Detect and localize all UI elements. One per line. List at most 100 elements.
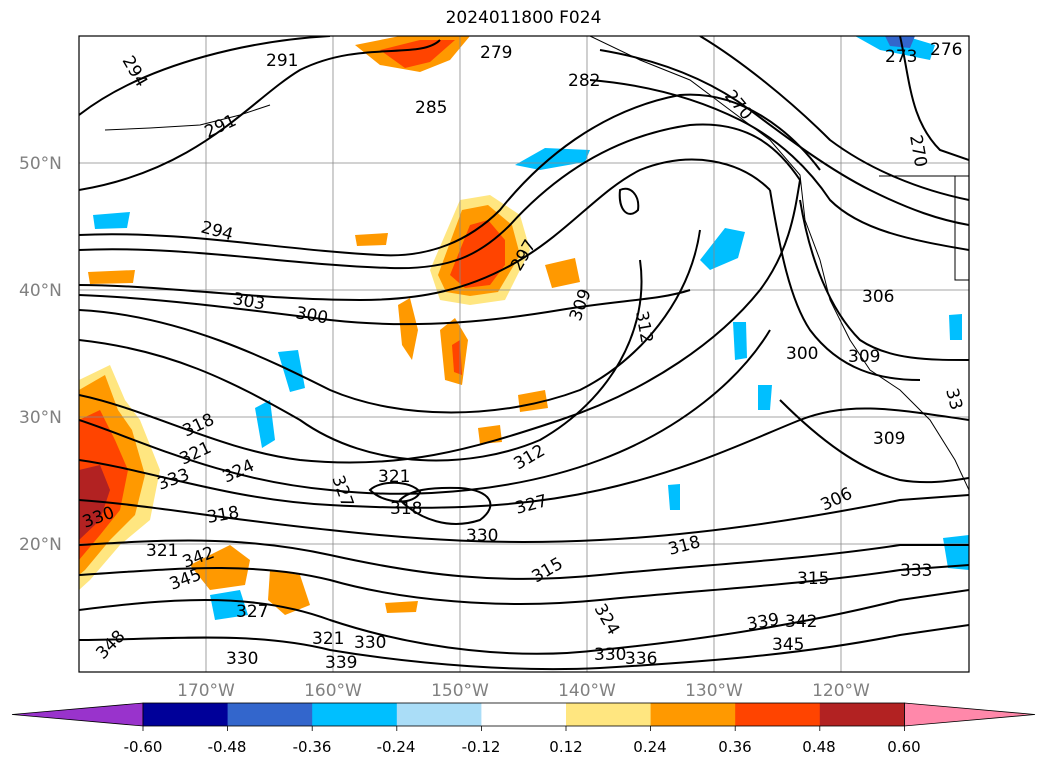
colorbar-tick-label: -0.24 xyxy=(377,738,416,756)
contour-line xyxy=(79,494,969,543)
colorbar-segment xyxy=(481,703,567,726)
shade-negative xyxy=(210,590,248,620)
contour-line xyxy=(79,329,771,495)
contour-label: 321 xyxy=(312,629,344,649)
contour-line xyxy=(899,36,969,161)
colorbar-tick-label: 0.24 xyxy=(633,738,666,756)
colorbar-tick-label: -0.12 xyxy=(462,738,501,756)
contour-label: 327 xyxy=(236,602,268,622)
shade-negative xyxy=(855,36,935,60)
shade-negative xyxy=(733,322,747,360)
plot-border xyxy=(78,35,970,673)
colorbar-extend-max xyxy=(904,702,1036,727)
contour-line xyxy=(79,539,969,580)
shade-negative xyxy=(949,314,962,340)
lat-label: 30°N xyxy=(19,408,62,428)
shade-positive xyxy=(452,340,462,375)
contour-label: 339 xyxy=(325,653,357,673)
contour-label: 309 xyxy=(848,347,880,367)
lon-label: 170°W xyxy=(177,681,235,701)
contour-label: 336 xyxy=(625,649,657,669)
shade-negative xyxy=(700,228,745,270)
contour-label: 345 xyxy=(772,635,804,655)
colorbar-tick-label: 0.60 xyxy=(887,738,920,756)
lon-label: 120°W xyxy=(812,681,870,701)
shade-positive xyxy=(79,465,110,540)
contour-line xyxy=(79,624,969,671)
contour-line xyxy=(79,39,441,191)
contour-line xyxy=(769,189,921,381)
graticule xyxy=(79,36,969,672)
contour-line xyxy=(699,36,969,201)
map-title: 2024011800 F024 xyxy=(445,8,602,28)
contour-label: 276 xyxy=(930,40,962,60)
contour-line xyxy=(618,187,640,215)
colorbar-segment xyxy=(396,703,482,726)
colorbar-segment xyxy=(566,703,652,726)
contour-line xyxy=(79,589,969,655)
contour-line xyxy=(79,259,643,462)
contour-label: 318 xyxy=(390,499,422,519)
colorbar-tick-label: -0.36 xyxy=(293,738,332,756)
lon-label: 140°W xyxy=(558,681,616,701)
contour-label: 330 xyxy=(594,645,626,665)
shade-negative xyxy=(758,385,772,410)
colorbar-ticks: -0.60 -0.48 -0.36 -0.24 -0.12 0.12 0.24 … xyxy=(124,738,921,756)
contour-line xyxy=(79,179,801,464)
contour-line xyxy=(79,158,771,302)
shade-positive xyxy=(88,270,135,284)
shade-positive xyxy=(385,601,418,613)
contour-label: 342 xyxy=(785,612,817,632)
contour-line xyxy=(589,79,969,251)
contour-label: 330 xyxy=(354,633,386,653)
longitude-labels: 170°W 160°W 150°W 140°W 130°W 120°W xyxy=(177,681,870,701)
shade-positive xyxy=(518,390,548,412)
shade-negative xyxy=(255,400,275,448)
contour-label: 309 xyxy=(873,429,905,449)
shade-positive xyxy=(355,233,388,246)
shade-positive xyxy=(398,298,418,360)
shade-positive xyxy=(450,220,505,288)
shade-positive xyxy=(380,40,455,68)
latitude-labels: 50°N 40°N 30°N 20°N xyxy=(19,154,62,555)
colorbar-segment xyxy=(312,703,398,726)
contour-label: 330 xyxy=(466,526,498,546)
colorbar xyxy=(11,702,1036,731)
contour-line xyxy=(599,49,969,226)
contour-line xyxy=(79,36,331,116)
contour-line xyxy=(79,407,969,509)
lon-label: 130°W xyxy=(685,681,743,701)
contour-label: 291 xyxy=(266,51,298,71)
colorbar-segment xyxy=(819,703,905,726)
lat-label: 40°N xyxy=(19,281,62,301)
shade-negative xyxy=(93,212,130,229)
contour-label: 321 xyxy=(146,541,178,561)
contour-line xyxy=(398,486,492,525)
contour-label: 315 xyxy=(797,569,829,589)
colorbar-extend-min xyxy=(11,702,144,727)
contour-label: 321 xyxy=(378,467,410,487)
contour-label: 306 xyxy=(862,287,894,307)
contour-label: 330 xyxy=(226,649,258,669)
colorbar-tick-label: -0.60 xyxy=(124,738,163,756)
shade-positive xyxy=(268,570,310,615)
contour-line xyxy=(799,199,969,361)
lat-label: 20°N xyxy=(19,535,62,555)
contour-line xyxy=(79,93,821,257)
colorbar-segment xyxy=(227,703,313,726)
colorbar-tick-label: 0.12 xyxy=(549,738,582,756)
shade-negative xyxy=(885,36,915,48)
shade-negative xyxy=(515,148,590,170)
contour-label: 279 xyxy=(480,43,512,63)
contour-label: 300 xyxy=(786,344,818,364)
lat-label: 50°N xyxy=(19,154,62,174)
shade-negative xyxy=(668,484,680,510)
lon-label: 150°W xyxy=(431,681,489,701)
colorbar-tick-label: 0.48 xyxy=(802,738,835,756)
contour-label: 282 xyxy=(568,71,600,91)
contour-label: 285 xyxy=(415,98,447,118)
height-contours xyxy=(79,36,969,671)
contour-label: 333 xyxy=(900,561,932,581)
contour-label: 273 xyxy=(885,47,917,67)
